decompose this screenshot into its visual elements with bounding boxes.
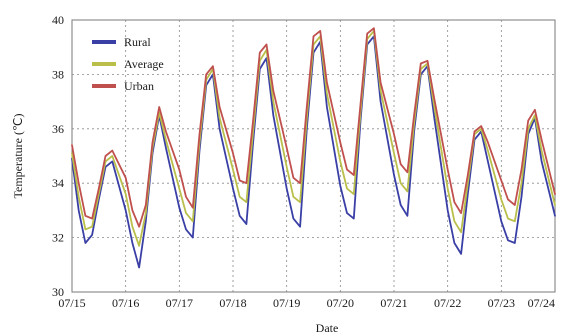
x-axis-label: Date — [316, 321, 339, 335]
x-tick-label: 07/24 — [528, 296, 555, 310]
y-tick-label: 30 — [52, 285, 64, 299]
x-tick-label: 07/19 — [273, 296, 300, 310]
y-tick-label: 32 — [52, 231, 64, 245]
legend: Rural Average Urban — [92, 35, 164, 93]
series-line-urban — [71, 27, 556, 228]
x-tick-label: 07/18 — [219, 296, 246, 310]
x-tick-label: 07/22 — [434, 296, 461, 310]
y-tick-label: 34 — [52, 176, 64, 190]
series-layer — [71, 27, 556, 269]
y-tick-labels: 30 32 34 36 38 40 — [52, 13, 64, 299]
legend-label-urban: Urban — [124, 79, 154, 93]
y-tick-label: 38 — [52, 67, 64, 81]
x-tick-label: 07/20 — [327, 296, 354, 310]
x-tick-label: 07/21 — [380, 296, 407, 310]
legend-label-rural: Rural — [124, 35, 151, 49]
legend-label-average: Average — [124, 57, 164, 71]
x-tick-label: 07/23 — [488, 296, 515, 310]
grid-lines — [72, 20, 555, 292]
x-tick-label: 07/16 — [112, 296, 139, 310]
y-tick-label: 40 — [52, 13, 64, 27]
y-axis-label: Temperature (℃) — [11, 114, 25, 199]
x-tick-label: 07/15 — [58, 296, 85, 310]
y-tick-label: 36 — [52, 122, 64, 136]
x-tick-label: 07/17 — [166, 296, 193, 310]
x-tick-labels: 07/15 07/16 07/17 07/18 07/19 07/20 07/21 07/22… — [58, 296, 555, 310]
